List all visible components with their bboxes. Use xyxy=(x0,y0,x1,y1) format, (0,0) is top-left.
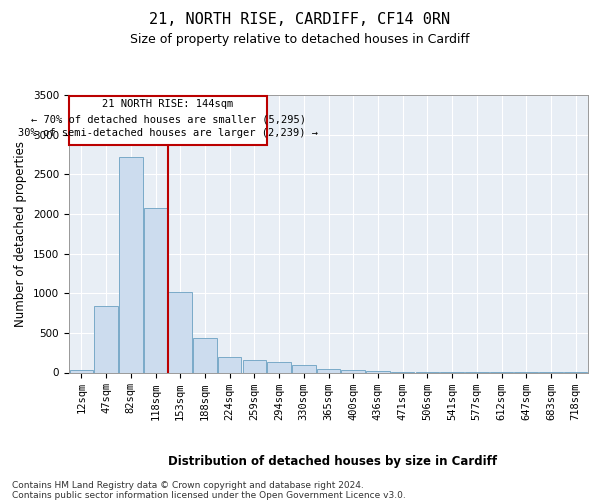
Bar xyxy=(70,96,267,145)
Bar xyxy=(169,292,192,372)
Bar xyxy=(70,370,93,372)
Text: 30% of semi-detached houses are larger (2,239) →: 30% of semi-detached houses are larger (… xyxy=(18,128,318,138)
Text: 21, NORTH RISE, CARDIFF, CF14 0RN: 21, NORTH RISE, CARDIFF, CF14 0RN xyxy=(149,12,451,28)
Bar xyxy=(268,362,291,372)
Text: ← 70% of detached houses are smaller (5,295): ← 70% of detached houses are smaller (5,… xyxy=(31,114,305,124)
Text: Distribution of detached houses by size in Cardiff: Distribution of detached houses by size … xyxy=(169,454,497,468)
Text: Contains public sector information licensed under the Open Government Licence v3: Contains public sector information licen… xyxy=(12,491,406,500)
Bar xyxy=(94,306,118,372)
Bar xyxy=(341,370,365,372)
Bar xyxy=(317,368,340,372)
Bar xyxy=(119,157,143,372)
Bar xyxy=(218,356,241,372)
Bar xyxy=(292,364,316,372)
Bar xyxy=(242,360,266,372)
Text: Contains HM Land Registry data © Crown copyright and database right 2024.: Contains HM Land Registry data © Crown c… xyxy=(12,481,364,490)
Text: Size of property relative to detached houses in Cardiff: Size of property relative to detached ho… xyxy=(130,32,470,46)
Bar xyxy=(144,208,167,372)
Y-axis label: Number of detached properties: Number of detached properties xyxy=(14,141,28,327)
Bar xyxy=(193,338,217,372)
Text: 21 NORTH RISE: 144sqm: 21 NORTH RISE: 144sqm xyxy=(103,100,234,110)
